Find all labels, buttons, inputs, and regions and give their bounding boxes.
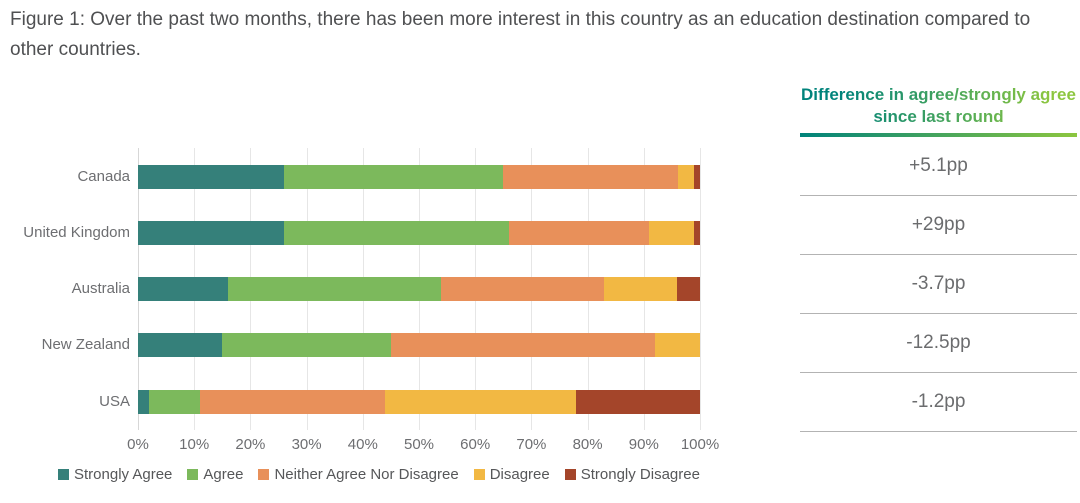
bar-segment-united-kingdom-neither-agree-nor-disagree [508, 220, 650, 245]
difference-table-rule [800, 133, 1077, 137]
legend-label-disagree: Disagree [489, 466, 550, 483]
bar-segment-australia-agree [227, 277, 442, 302]
legend-swatch-strongly-disagree [564, 469, 576, 480]
bar-segment-usa-agree [149, 389, 200, 414]
legend-item-agree: Agree [187, 466, 243, 483]
category-label-canada: Canada [77, 167, 130, 185]
plot-area [138, 148, 701, 430]
bar-row-united-kingdom [138, 220, 700, 245]
bar-segment-australia-disagree [604, 277, 678, 302]
x-tick-label-40: 40% [347, 436, 378, 453]
bar-row-australia [138, 277, 700, 302]
category-label-usa: USA [99, 392, 130, 410]
bar-segment-canada-strongly-disagree [694, 164, 700, 189]
bar-segment-canada-neither-agree-nor-disagree [503, 164, 678, 189]
legend-label-neither-agree-nor-disagree: Neither Agree Nor Disagree [274, 466, 459, 483]
x-tick-label-70: 70% [516, 436, 547, 453]
bar-segment-united-kingdom-strongly-disagree [694, 220, 700, 245]
bar-segment-canada-disagree [677, 164, 695, 189]
diff-row-australia: -3.7pp [800, 255, 1077, 314]
bar-segment-australia-strongly-disagree [677, 277, 700, 302]
diff-row-united-kingdom: +29pp [800, 196, 1077, 255]
bar-segment-australia-neither-agree-nor-disagree [441, 277, 605, 302]
x-axis: 0% 10% 20% 30% 40% 50% 60% 70% 80% 90% 100% [127, 436, 719, 456]
bar-segment-australia-strongly-agree [138, 277, 228, 302]
category-label-new-zealand: New Zealand [41, 336, 130, 354]
legend-label-strongly-agree: Strongly Agree [74, 466, 173, 483]
legend-swatch-neither-agree-nor-disagree [258, 469, 270, 480]
legend: Strongly Agree Agree Neither Agree Nor Dis… [58, 466, 700, 483]
category-label-united-kingdom: United Kingdom [23, 223, 130, 241]
bar-segment-canada-strongly-agree [138, 164, 285, 189]
x-tick-label-50: 50% [403, 436, 435, 453]
diff-row-usa: -1.2pp [800, 373, 1077, 432]
y-axis-labels: Canada United Kingdom Australia New Zealand… [0, 148, 130, 430]
bar-row-new-zealand [138, 333, 700, 358]
legend-item-disagree: Disagree [473, 466, 550, 483]
bar-segment-usa-disagree [385, 389, 577, 414]
category-label-australia: Australia [71, 280, 130, 298]
bar-row-usa [138, 389, 700, 414]
x-tick-label-80: 80% [572, 436, 603, 453]
bar-segment-usa-strongly-agree [138, 389, 150, 414]
bar-segment-new-zealand-disagree [655, 333, 700, 358]
bar-segment-united-kingdom-disagree [649, 220, 695, 245]
bar-row-canada [138, 164, 700, 189]
legend-item-strongly-disagree: Strongly Disagree [564, 466, 700, 483]
gridline-100 [700, 148, 701, 430]
legend-label-strongly-disagree: Strongly Disagree [580, 466, 700, 483]
x-tick-label-20: 20% [235, 436, 266, 453]
x-tick-label-0: 0% [127, 436, 149, 453]
bar-segment-new-zealand-neither-agree-nor-disagree [390, 333, 656, 358]
legend-swatch-disagree [473, 469, 485, 480]
difference-table-rows: +5.1pp +29pp -3.7pp -12.5pp -1.2pp [800, 137, 1077, 432]
figure-title: Figure 1: Over the past two months, ther… [10, 9, 1031, 60]
legend-label-agree: Agree [203, 466, 244, 483]
difference-table-header: Difference in agree/strongly agree since… [801, 85, 1076, 126]
x-tick-label-10: 10% [179, 436, 210, 453]
bar-segment-united-kingdom-strongly-agree [138, 220, 285, 245]
bar-segment-canada-agree [284, 164, 504, 189]
bar-segment-new-zealand-agree [222, 333, 391, 358]
legend-item-strongly-agree: Strongly Agree [58, 466, 172, 483]
x-tick-label-100: 100% [680, 436, 720, 453]
x-tick-label-60: 60% [460, 436, 491, 453]
bar-segment-usa-strongly-disagree [576, 389, 700, 414]
x-tick-label-30: 30% [291, 436, 322, 453]
diff-row-canada: +5.1pp [800, 137, 1077, 196]
difference-table: Difference in agree/strongly agree since… [800, 84, 1077, 432]
diff-row-new-zealand: -12.5pp [800, 314, 1077, 373]
x-tick-label-90: 90% [628, 436, 659, 453]
bar-segment-new-zealand-strongly-agree [138, 333, 223, 358]
legend-swatch-strongly-agree [58, 469, 69, 480]
legend-item-neither-agree-nor-disagree: Neither Agree Nor Disagree [258, 466, 459, 483]
bar-segment-united-kingdom-agree [284, 220, 509, 245]
bar-segment-usa-neither-agree-nor-disagree [199, 389, 386, 414]
legend-swatch-agree [187, 469, 199, 480]
